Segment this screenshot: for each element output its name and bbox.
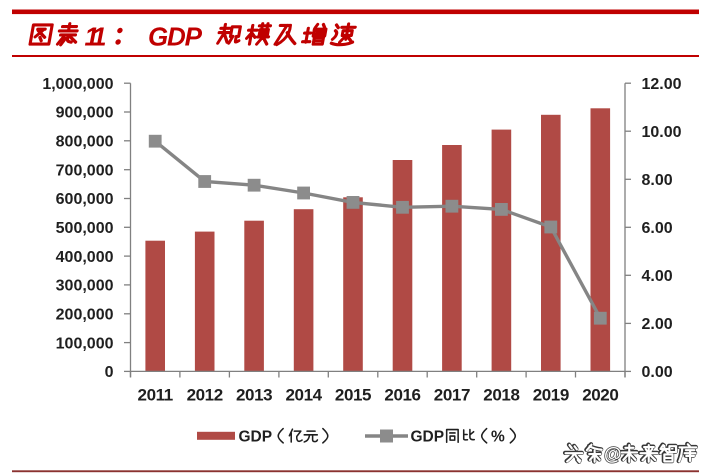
svg-text:2.00: 2.00: [642, 316, 673, 333]
svg-text:300,000: 300,000: [56, 278, 114, 295]
svg-text:600,000: 600,000: [56, 191, 114, 208]
svg-text:200,000: 200,000: [56, 307, 114, 324]
svg-text:12.00: 12.00: [642, 76, 682, 93]
svg-text:2020: 2020: [582, 386, 618, 405]
svg-text:1,000,000: 1,000,000: [42, 76, 113, 93]
svg-text:2016: 2016: [384, 386, 420, 405]
svg-text:2013: 2013: [236, 386, 272, 405]
svg-text:2018: 2018: [483, 386, 519, 405]
svg-text:10.00: 10.00: [642, 124, 682, 141]
svg-text:2014: 2014: [285, 386, 322, 405]
svg-text:%: %: [491, 429, 505, 446]
svg-text:2015: 2015: [335, 386, 371, 405]
svg-text:400,000: 400,000: [56, 249, 114, 266]
svg-text:GDP: GDP: [239, 429, 273, 446]
svg-text:0: 0: [105, 364, 114, 381]
svg-text:4.00: 4.00: [642, 268, 673, 285]
svg-text:500,000: 500,000: [56, 220, 114, 237]
svg-text:GDP: GDP: [411, 429, 445, 446]
svg-text:6.00: 6.00: [642, 220, 673, 237]
svg-text:11: 11: [85, 22, 107, 52]
svg-text:2012: 2012: [187, 386, 223, 405]
svg-text:@: @: [604, 444, 622, 464]
svg-text:100,000: 100,000: [56, 335, 114, 352]
svg-text:900,000: 900,000: [56, 105, 114, 122]
svg-text:2011: 2011: [138, 386, 173, 405]
svg-text:GDP: GDP: [148, 22, 203, 52]
svg-text:2017: 2017: [434, 386, 470, 405]
svg-text:700,000: 700,000: [56, 162, 114, 179]
svg-text:0.00: 0.00: [642, 364, 673, 381]
svg-text:800,000: 800,000: [56, 134, 114, 151]
svg-text:2019: 2019: [533, 386, 569, 405]
svg-text:8.00: 8.00: [642, 172, 673, 189]
